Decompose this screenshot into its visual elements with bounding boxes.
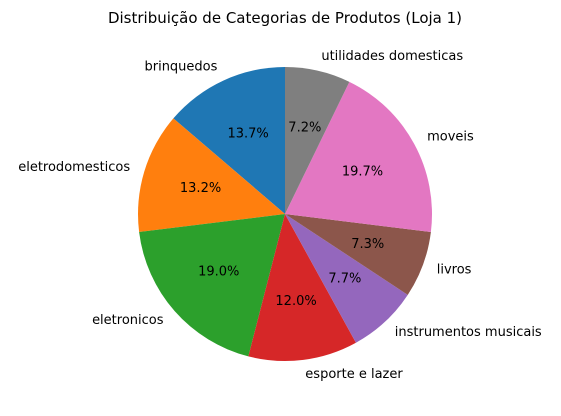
pct-label-eletronicos: 19.0% [198, 265, 239, 280]
pie-slice-brinquedos [173, 67, 285, 214]
percentage-labels: 13.7% 13.2% 19.0% 12.0% 7.7% 7.3% 19.7% 7.2% [180, 121, 384, 309]
pct-label-esporte-e-lazer: 12.0% [275, 294, 316, 309]
category-label-moveis: moveis [427, 129, 474, 144]
pct-label-utilidades-domesticas: 7.2% [288, 121, 321, 136]
category-label-utilidades-domesticas: utilidades domesticas [321, 49, 463, 64]
chart-title: Distribuição de Categorias de Produtos (… [108, 9, 462, 27]
pct-label-eletrodomesticos: 13.2% [180, 181, 221, 196]
pie-slice-esporte-e-lazer [248, 214, 356, 361]
pct-label-brinquedos: 13.7% [227, 126, 268, 141]
pct-label-instrumentos-musicais: 7.7% [328, 271, 361, 286]
pie-slice-livros [285, 214, 431, 295]
category-label-esporte-e-lazer: esporte e lazer [305, 367, 403, 382]
pie-slice-utilidades-domesticas [285, 67, 350, 214]
category-label-eletronicos: eletronicos [92, 313, 164, 328]
pie-slice-eletrodomesticos [137, 118, 285, 233]
category-labels: brinquedos eletrodomesticos eletronicos esp… [18, 49, 542, 382]
pie-slice-eletronicos [139, 214, 285, 357]
category-label-instrumentos-musicais: instrumentos musicais [395, 325, 542, 340]
category-label-eletrodomesticos: eletrodomesticos [18, 160, 130, 175]
pie-slice-instrumentos-musicais [285, 214, 408, 343]
category-label-brinquedos: brinquedos [144, 60, 217, 75]
pie-slice-moveis [285, 81, 432, 233]
category-label-livros: livros [437, 262, 472, 277]
pie-slices [137, 67, 432, 361]
pct-label-livros: 7.3% [351, 237, 384, 252]
pct-label-moveis: 19.7% [342, 164, 383, 179]
